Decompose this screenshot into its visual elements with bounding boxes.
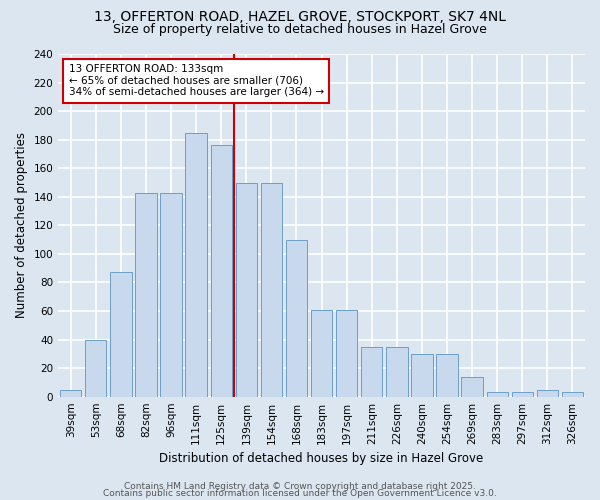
Bar (361, 346, 382, 397)
Bar (436, 354, 458, 397)
Bar (512, 392, 533, 396)
Bar (311, 310, 332, 396)
X-axis label: Distribution of detached houses by size in Hazel Grove: Distribution of detached houses by size … (160, 452, 484, 465)
Bar (185, 132, 207, 396)
Bar (537, 390, 558, 396)
Text: 13, OFFERTON ROAD, HAZEL GROVE, STOCKPORT, SK7 4NL: 13, OFFERTON ROAD, HAZEL GROVE, STOCKPOR… (94, 10, 506, 24)
Bar (110, 272, 131, 396)
Bar (386, 346, 407, 397)
Bar (160, 192, 182, 396)
Bar (336, 310, 358, 396)
Y-axis label: Number of detached properties: Number of detached properties (15, 132, 28, 318)
Bar (85, 340, 106, 396)
Bar (487, 392, 508, 396)
Bar (261, 182, 282, 396)
Text: 13 OFFERTON ROAD: 133sqm
← 65% of detached houses are smaller (706)
34% of semi-: 13 OFFERTON ROAD: 133sqm ← 65% of detach… (69, 64, 324, 98)
Bar (562, 392, 583, 396)
Text: Contains HM Land Registry data © Crown copyright and database right 2025.: Contains HM Land Registry data © Crown c… (124, 482, 476, 491)
Bar (211, 146, 232, 396)
Text: Size of property relative to detached houses in Hazel Grove: Size of property relative to detached ho… (113, 22, 487, 36)
Bar (286, 240, 307, 396)
Bar (411, 354, 433, 397)
Bar (236, 182, 257, 396)
Text: Contains public sector information licensed under the Open Government Licence v3: Contains public sector information licen… (103, 490, 497, 498)
Bar (461, 376, 483, 396)
Bar (136, 192, 157, 396)
Bar (60, 390, 82, 396)
